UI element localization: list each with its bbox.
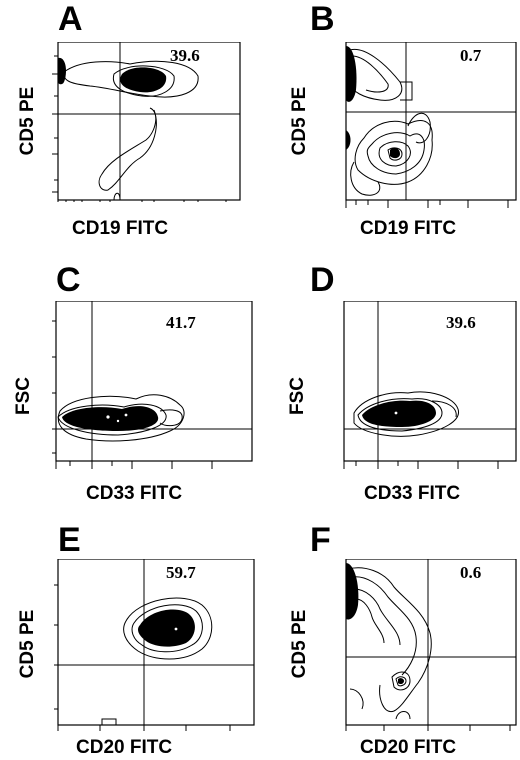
- contour-plot-a: [52, 42, 241, 202]
- quadrant-percentage-c: 41.7: [166, 313, 196, 332]
- contour-plot-e: [54, 559, 255, 731]
- quadrant-percentage-d: 39.6: [446, 313, 476, 332]
- y-axis-label-e: CD5 PE: [17, 609, 38, 679]
- contour-plot-b: [345, 42, 517, 208]
- x-axis-label-e: CD20 FITC: [76, 737, 173, 758]
- y-axis-label-b: CD5 PE: [289, 86, 310, 156]
- panel-letter-c: C: [56, 261, 81, 299]
- quadrant-percentage-f: 0.6: [460, 563, 482, 582]
- panel-letter-a: A: [58, 0, 83, 38]
- y-axis-label-d: FSC: [287, 377, 308, 415]
- quadrant-percentage-e: 59.7: [166, 563, 196, 582]
- contour-plot-d: [343, 301, 517, 469]
- quadrant-percentage-b: 0.7: [460, 46, 482, 65]
- panel-letter-b: B: [310, 0, 335, 38]
- y-axis-label-a: CD5 PE: [17, 86, 38, 156]
- x-axis-label-a: CD19 FITC: [72, 218, 169, 239]
- x-axis-label-c: CD33 FITC: [86, 483, 183, 504]
- panel-f: F CD5 PE CD20 FITC 0.6: [260, 515, 520, 760]
- panel-c: C FSC CD33 FITC 41.7: [0, 255, 260, 505]
- panel-b: B CD5 PE CD19 FITC 0.7: [260, 0, 520, 250]
- panel-letter-e: E: [58, 521, 81, 559]
- panel-e: E CD5 PE CD20 FITC 59.7: [0, 515, 260, 760]
- contour-plot-c: [52, 301, 253, 469]
- y-axis-label-c: FSC: [13, 377, 34, 415]
- panel-letter-d: D: [310, 261, 335, 299]
- x-axis-label-d: CD33 FITC: [364, 483, 461, 504]
- panel-letter-f: F: [310, 521, 331, 559]
- panel-a: A CD5 PE CD19 FITC 39.6: [0, 0, 260, 250]
- x-axis-label-f: CD20 FITC: [360, 737, 457, 758]
- panel-d: D FSC CD33 FITC 39.6: [260, 255, 520, 505]
- contour-plot-f: [345, 559, 517, 731]
- quadrant-percentage-a: 39.6: [170, 46, 200, 65]
- x-axis-label-b: CD19 FITC: [360, 218, 457, 239]
- y-axis-label-f: CD5 PE: [289, 609, 310, 679]
